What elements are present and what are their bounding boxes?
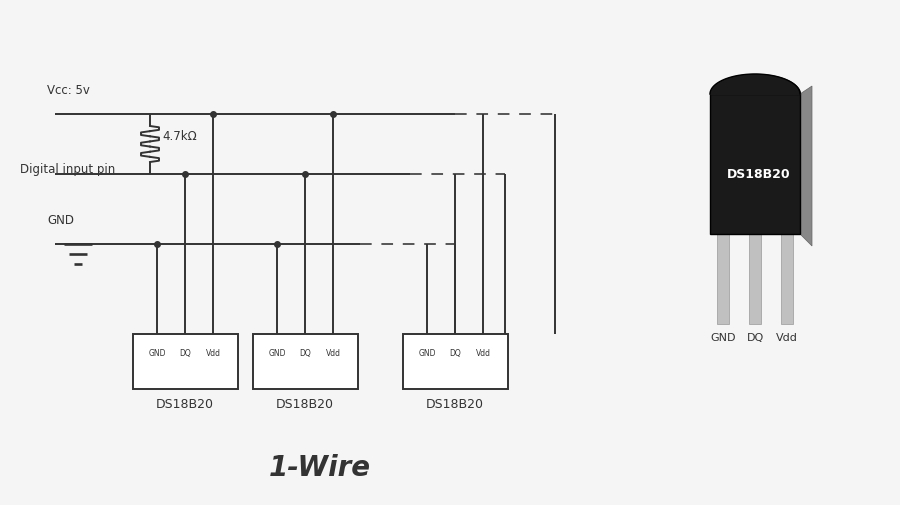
Text: GND: GND	[268, 348, 286, 358]
Bar	[132, 334, 238, 389]
Text: DS18B20: DS18B20	[426, 397, 484, 410]
Text: DQ: DQ	[746, 332, 763, 342]
Text: Vdd: Vdd	[205, 348, 220, 358]
Text: DS18B20: DS18B20	[156, 397, 214, 410]
Text: GND: GND	[148, 348, 166, 358]
Text: 1-Wire: 1-Wire	[269, 453, 371, 481]
Text: GND: GND	[418, 348, 436, 358]
Text: DS18B20: DS18B20	[727, 168, 791, 181]
Text: DQ: DQ	[449, 348, 461, 358]
Polygon shape	[800, 87, 812, 246]
Bar	[749, 234, 761, 324]
Bar	[253, 334, 357, 389]
Text: GND: GND	[47, 214, 74, 227]
Bar	[781, 234, 793, 324]
Bar	[717, 234, 729, 324]
Text: DS18B20: DS18B20	[276, 397, 334, 410]
Text: DQ: DQ	[179, 348, 191, 358]
Bar	[710, 95, 800, 234]
Bar	[402, 334, 508, 389]
Text: Digital input pin: Digital input pin	[20, 163, 115, 176]
Text: Vdd: Vdd	[776, 332, 798, 342]
Text: Vcc: 5v: Vcc: 5v	[47, 84, 90, 97]
Text: Vdd: Vdd	[326, 348, 340, 358]
Text: GND: GND	[710, 332, 736, 342]
Text: DQ: DQ	[299, 348, 310, 358]
Text: 4.7kΩ: 4.7kΩ	[162, 130, 197, 143]
Text: Vdd: Vdd	[475, 348, 491, 358]
